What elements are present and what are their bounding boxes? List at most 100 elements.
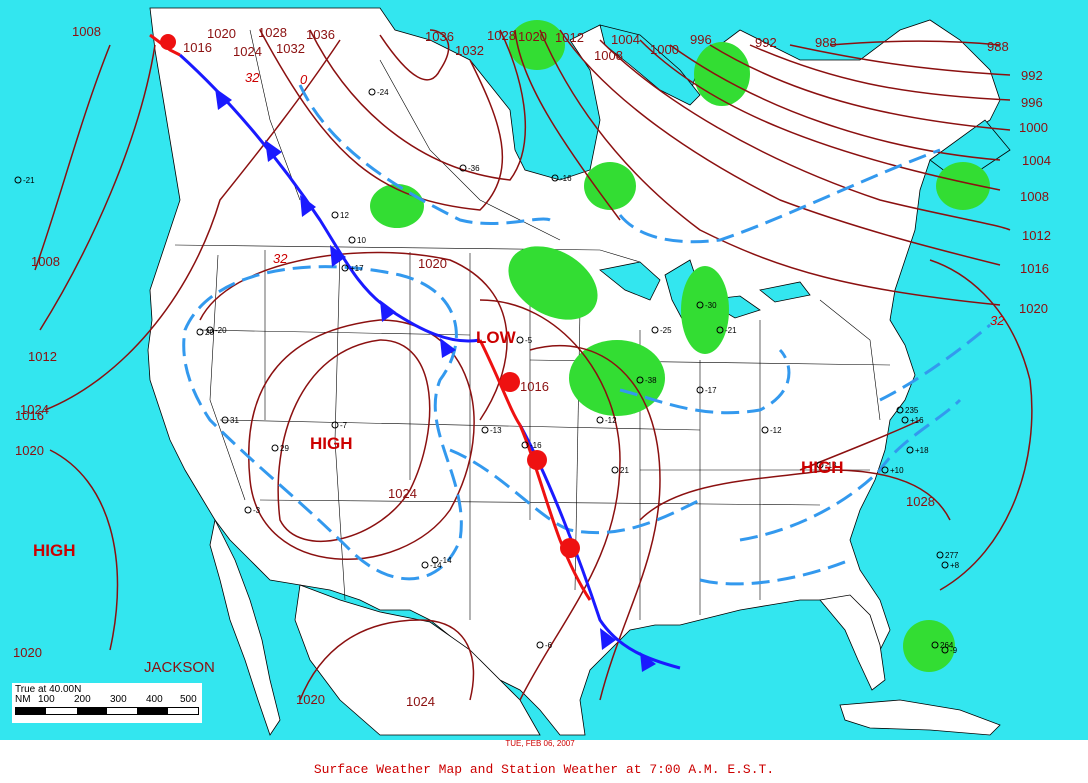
isobar-label: 1024 xyxy=(406,694,435,709)
station-temp: -30 xyxy=(705,301,717,310)
station-circle xyxy=(906,446,914,454)
warm-front xyxy=(149,33,592,601)
station-circle xyxy=(716,326,724,334)
isobar-label: 988 xyxy=(987,39,1009,54)
station-temp: -21 xyxy=(725,326,737,335)
station-temp: -13 xyxy=(490,426,502,435)
isobar-label: 1016 xyxy=(15,408,44,423)
station-temp: -16 xyxy=(530,441,542,450)
station-circle xyxy=(348,236,356,244)
station-temp: -7 xyxy=(340,421,348,430)
isobar-label: 1000 xyxy=(650,42,679,57)
station-temp: -36 xyxy=(468,164,480,173)
station-temp: 235 xyxy=(905,406,919,415)
station-temp: -25 xyxy=(660,326,672,335)
station-temp: +18 xyxy=(915,446,929,455)
station-temp: 31 xyxy=(230,416,239,425)
isobar-label-layer: 1008 1020 1028 1036 1032 1024 1016 1036 … xyxy=(13,24,1051,709)
station-circle xyxy=(936,551,944,559)
thickness-lines xyxy=(182,84,991,586)
precip-area xyxy=(903,620,955,672)
scale-title: True at 40.00N xyxy=(15,684,82,695)
station-circle xyxy=(271,444,279,452)
station-circle xyxy=(431,556,439,564)
station-circle xyxy=(221,416,229,424)
station-circle xyxy=(341,264,349,272)
isobar-label: 1024 xyxy=(388,486,417,501)
isobar-label: 992 xyxy=(755,35,777,50)
isobar-label: 1012 xyxy=(28,349,57,364)
isobar-label: 988 xyxy=(815,35,837,50)
station-temp: -13 xyxy=(825,461,837,470)
isobar-label: 1036 xyxy=(425,29,454,44)
precip-area xyxy=(370,184,424,228)
thickness-label: 0 xyxy=(300,72,308,87)
precip-area xyxy=(681,266,729,354)
high-pressure-label: HIGH xyxy=(310,434,353,453)
precip-area xyxy=(508,246,598,320)
isobar-label: 1020 xyxy=(207,26,236,41)
station-temp: -14 xyxy=(440,556,452,565)
isobar-label: 996 xyxy=(1021,95,1043,110)
high-pressure-label: HIGH xyxy=(801,458,844,477)
station-temp: 277 xyxy=(945,551,959,560)
isobar-label: 1008 xyxy=(72,24,101,39)
station-temp: -3 xyxy=(253,506,261,515)
station-circle xyxy=(196,328,204,336)
station-temp: +17 xyxy=(350,264,364,273)
scale-bar-graphic xyxy=(15,707,199,715)
station-temp: +16 xyxy=(910,416,924,425)
thickness-label: 32 xyxy=(990,313,1005,328)
station-circle xyxy=(521,441,529,449)
station-circle xyxy=(551,174,559,182)
station-temp: -9 xyxy=(950,646,958,655)
station-circle xyxy=(331,211,339,219)
station-temp: -14 xyxy=(430,561,442,570)
station-temp: 21 xyxy=(620,466,629,475)
isobar-label: 1016 xyxy=(183,40,212,55)
station-temp: 264 xyxy=(940,641,954,650)
station-temp: +10 xyxy=(890,466,904,475)
isobar-label: 1016 xyxy=(520,379,549,394)
precip-area xyxy=(694,42,750,106)
station-circle xyxy=(368,88,376,96)
isobar-label: 1008 xyxy=(1020,189,1049,204)
station-circle xyxy=(941,646,949,654)
station-temp: -20 xyxy=(215,326,227,335)
low-pressure-label: LOW xyxy=(476,328,517,347)
florida-peninsula xyxy=(819,594,886,691)
station-circle xyxy=(481,426,489,434)
station-circle xyxy=(421,561,429,569)
isobar-label: 1008 xyxy=(594,48,623,63)
station-circle xyxy=(816,461,824,469)
isobar-label: 1028 xyxy=(906,494,935,509)
station-circle xyxy=(14,176,22,184)
map-date-stamp: TUE, FEB 06, 2007 xyxy=(505,739,575,748)
isobar-label: 1012 xyxy=(1022,228,1051,243)
thickness-label-layer: 32 0 32 32 xyxy=(245,70,1005,328)
station-circle xyxy=(536,641,544,649)
station-temp: -6 xyxy=(545,641,553,650)
isobar-label: 1020 xyxy=(1019,301,1048,316)
hudson-bay xyxy=(599,24,701,106)
scale-tick: 200 xyxy=(74,694,91,705)
isobars xyxy=(34,29,1033,701)
station-temp: 10 xyxy=(357,236,366,245)
isobar-label: 1008 xyxy=(31,254,60,269)
isobar-label: 1036 xyxy=(306,27,335,42)
city-label: JACKSON xyxy=(144,659,215,676)
station-circle xyxy=(331,421,339,429)
station-circle xyxy=(696,301,704,309)
station-temp: -12 xyxy=(770,426,782,435)
isobar-label: 1032 xyxy=(276,41,305,56)
station-circle xyxy=(516,336,524,344)
isobar-label: 996 xyxy=(690,32,712,47)
station-models: -24-36-1610-2112312920-7-14-1621-3-5-12-… xyxy=(14,88,960,655)
isobar-label: 1020 xyxy=(15,443,44,458)
station-circle xyxy=(696,386,704,394)
cold-front xyxy=(178,53,681,672)
station-circle xyxy=(896,406,904,414)
precipitation-areas xyxy=(370,20,990,672)
isobar-label: 992 xyxy=(1021,68,1043,83)
precip-area xyxy=(509,20,565,70)
